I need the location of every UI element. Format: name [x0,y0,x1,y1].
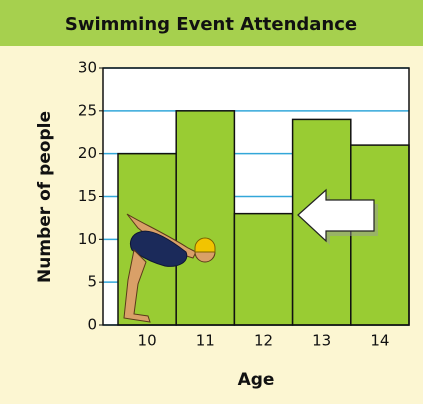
x-axis-label: Age [238,370,275,390]
x-tick-label: 11 [196,332,215,350]
x-tick-label: 12 [254,332,273,350]
x-tick-label: 10 [138,332,157,350]
y-tick-label: 10 [78,230,97,248]
y-axis-label: Number of people [35,111,55,283]
y-tick-label: 20 [78,144,97,162]
chart-title: Swimming Event Attendance [65,14,357,35]
x-tick-label: 14 [370,332,389,350]
y-tick-label: 15 [78,187,97,205]
bar [176,111,234,325]
y-tick-label: 0 [87,316,97,334]
chart: Swimming Event Attendance 0 5 10 15 20 25 30 10… [0,0,423,404]
y-tick-label: 5 [87,273,97,291]
x-tick-label: 13 [312,332,331,350]
y-tick-label: 25 [78,101,97,119]
y-tick-label: 30 [78,59,97,77]
bar [234,214,292,325]
